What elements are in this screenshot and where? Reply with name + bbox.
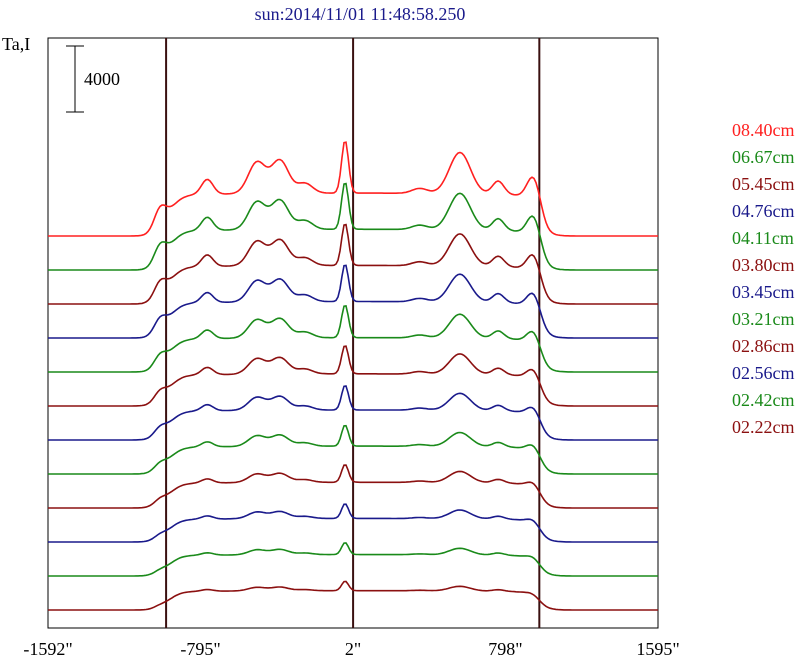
series-line-03.45cm: [48, 385, 658, 441]
x-tick-label: 2": [345, 639, 361, 659]
series-line-03.21cm: [48, 424, 658, 475]
y-axis-label: Ta,I: [2, 34, 30, 54]
series-line-03.80cm: [48, 345, 658, 407]
scale-bar-label: 4000: [84, 69, 120, 89]
legend-entry: 03.21cm: [732, 309, 795, 329]
series-line-04.11cm: [48, 304, 658, 373]
chart-title: sun:2014/11/01 11:48:58.250: [255, 4, 466, 24]
legend-entry: 02.56cm: [732, 363, 795, 383]
series-line-02.86cm: [48, 464, 658, 509]
series-line-02.42cm: [48, 542, 658, 577]
legend-entry: 05.45cm: [732, 174, 795, 194]
x-tick-labels: -1592" -795" 2" 798" 1595": [23, 639, 679, 659]
legend-entry: 02.86cm: [732, 336, 795, 356]
legend-entry: 03.80cm: [732, 255, 795, 275]
legend-entry: 02.42cm: [732, 390, 795, 410]
legend-entry: 03.45cm: [732, 282, 795, 302]
series-line-04.76cm: [48, 264, 658, 339]
legend-entry: 02.22cm: [732, 417, 795, 437]
legend: 08.40cm 06.67cm 05.45cm 04.76cm 04.11cm 03.80…: [732, 120, 795, 437]
x-tick-label: 798": [488, 639, 522, 659]
scale-bar: 4000: [66, 45, 120, 113]
series-layer: [48, 141, 658, 611]
legend-entry: 08.40cm: [732, 120, 795, 140]
series-line-08.40cm: [48, 141, 658, 237]
legend-entry: 04.11cm: [732, 228, 794, 248]
series-line-06.67cm: [48, 182, 658, 271]
series-line-05.45cm: [48, 223, 658, 305]
x-tick-label: -1592": [23, 639, 72, 659]
series-line-02.22cm: [48, 580, 658, 611]
x-tick-label: -795": [180, 639, 220, 659]
legend-entry: 04.76cm: [732, 201, 795, 221]
series-line-02.56cm: [48, 503, 658, 543]
x-tick-label: 1595": [636, 639, 679, 659]
legend-entry: 06.67cm: [732, 147, 795, 167]
